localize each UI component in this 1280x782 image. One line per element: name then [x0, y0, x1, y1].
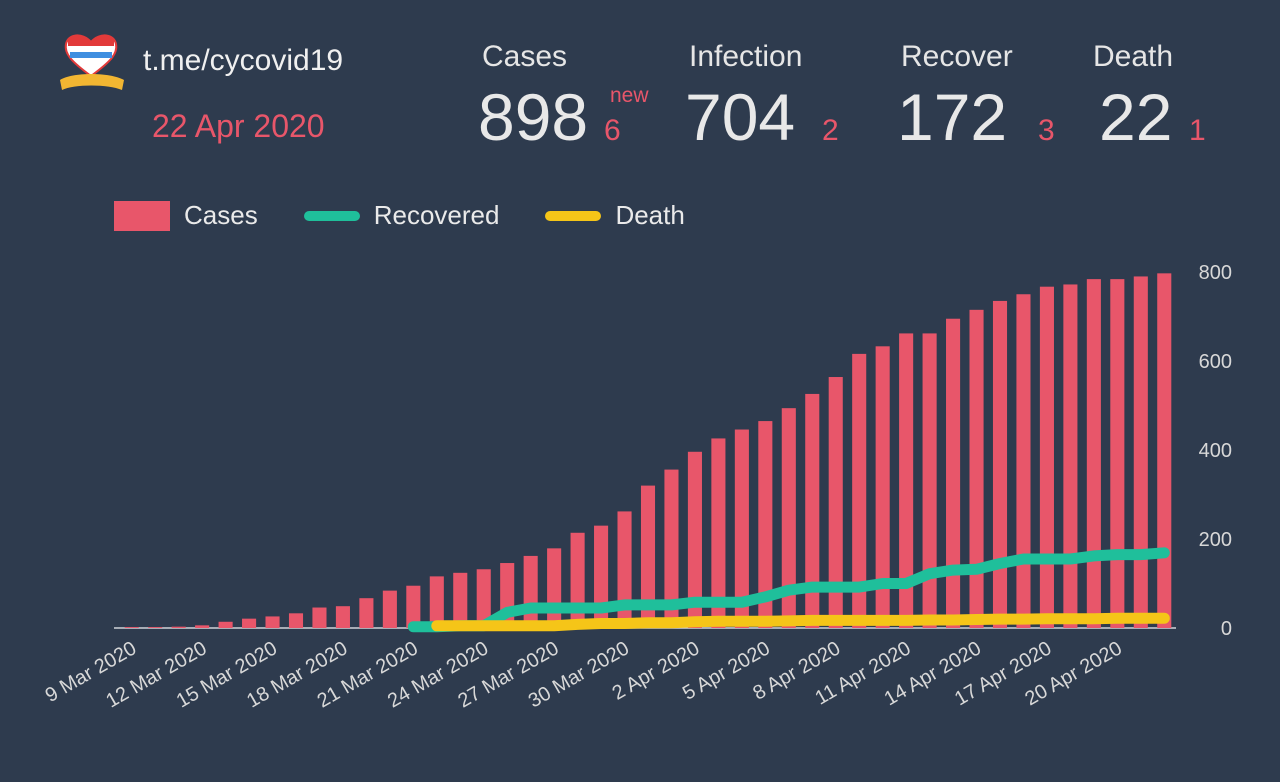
bar-cases: [430, 576, 444, 628]
bar-cases: [148, 627, 162, 628]
legend-swatch-cases: [114, 201, 170, 231]
stat-recover-delta: 3: [1038, 114, 1055, 148]
stat-cases-value: 898: [478, 84, 588, 150]
bar-cases: [1157, 273, 1171, 628]
bar-cases: [571, 533, 585, 628]
bar-cases: [219, 622, 233, 628]
bar-cases: [1016, 294, 1030, 628]
y-tick-label: 200: [1199, 529, 1232, 551]
bar-cases: [359, 598, 373, 628]
y-tick-label: 600: [1199, 351, 1232, 373]
bar-cases: [242, 619, 256, 628]
bar-cases: [1087, 279, 1101, 628]
y-tick-label: 0: [1221, 618, 1232, 640]
channel-link[interactable]: t.me/cycovid19: [143, 44, 343, 78]
bar-cases: [289, 613, 303, 628]
stat-infection-value: 704: [685, 84, 795, 150]
bar-cases: [453, 573, 467, 628]
y-tick-label: 400: [1199, 440, 1232, 462]
legend-swatch-death: [545, 211, 601, 221]
legend-swatch-recovered: [304, 211, 360, 221]
stat-death-delta: 1: [1189, 114, 1206, 148]
line-death: [437, 618, 1165, 626]
stat-death-label: Death: [1093, 40, 1173, 74]
stat-cases-new-label: new: [610, 84, 649, 108]
bar-cases: [125, 627, 139, 628]
stat-recover-label: Recover: [901, 40, 1013, 74]
bar-cases: [1063, 284, 1077, 628]
bar-cases: [195, 625, 209, 628]
y-tick-label: 800: [1199, 262, 1232, 284]
stat-infection-label: Infection: [689, 40, 802, 74]
bar-cases: [312, 608, 326, 628]
bar-cases: [172, 627, 186, 628]
quarantine-logo: [52, 28, 130, 100]
stat-cases: Cases 898 new 6: [482, 40, 567, 74]
stat-infection-delta: 2: [822, 114, 839, 148]
bar-cases: [265, 616, 279, 628]
bar-cases: [946, 319, 960, 628]
bar-cases: [993, 301, 1007, 628]
bar-cases: [1110, 279, 1124, 628]
stat-recover: Recover 172 3: [901, 40, 1013, 74]
bar-cases: [1040, 287, 1054, 628]
bar-cases: [383, 591, 397, 628]
bar-cases: [1134, 276, 1148, 628]
stat-death: Death 22 1: [1093, 40, 1173, 74]
legend-item-cases[interactable]: Cases: [114, 200, 258, 231]
legend-item-death[interactable]: Death: [545, 200, 684, 231]
bar-cases: [547, 548, 561, 628]
legend-label-death: Death: [615, 200, 684, 231]
bar-cases: [336, 606, 350, 628]
legend-label-cases: Cases: [184, 200, 258, 231]
report-date: 22 Apr 2020: [152, 108, 325, 145]
bar-cases: [923, 333, 937, 628]
legend-item-recovered[interactable]: Recovered: [304, 200, 500, 231]
bar-cases: [524, 556, 538, 628]
chart-legend: Cases Recovered Death: [114, 200, 731, 231]
stat-death-value: 22: [1099, 84, 1172, 150]
stat-cases-delta: 6: [604, 114, 621, 148]
stat-infection: Infection 704 2: [689, 40, 802, 74]
stat-cases-label: Cases: [482, 40, 567, 74]
bar-cases: [969, 310, 983, 628]
stat-recover-value: 172: [897, 84, 1007, 150]
legend-label-recovered: Recovered: [374, 200, 500, 231]
